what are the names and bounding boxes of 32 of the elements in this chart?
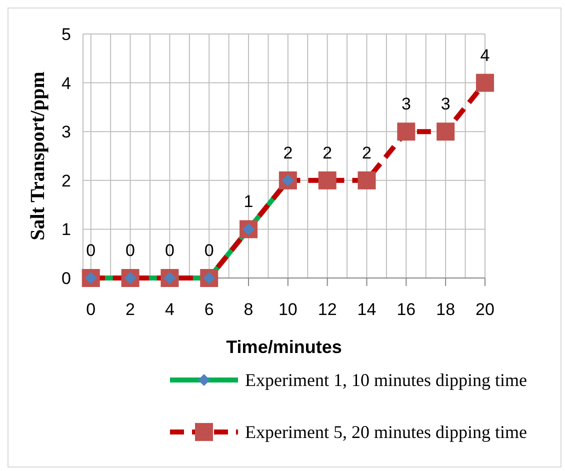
- data-label: 2: [362, 143, 372, 162]
- data-label: 0: [86, 241, 96, 260]
- data-label: 0: [164, 241, 174, 260]
- data-label: 1: [244, 192, 254, 212]
- x-tick-label: 12: [318, 300, 337, 319]
- data-label: 2: [283, 143, 293, 162]
- y-tick-label: 3: [62, 122, 71, 142]
- data-label: 0: [126, 241, 136, 260]
- x-axis-title: Time/minutes: [226, 337, 342, 357]
- legend-label: Experiment 1, 10 minutes dipping time: [245, 370, 527, 390]
- data-label: 3: [401, 94, 411, 114]
- data-label: 2: [322, 143, 332, 162]
- y-tick-label: 1: [62, 220, 71, 240]
- x-tick-label: 2: [126, 300, 136, 319]
- x-tick-label: 6: [204, 300, 214, 319]
- x-tick-label: 18: [436, 300, 456, 319]
- x-tick-label: 10: [278, 300, 298, 319]
- x-tick-label: 16: [396, 300, 416, 319]
- x-tick-label: 0: [86, 300, 96, 319]
- x-tick-label: 4: [164, 300, 174, 319]
- y-tick-label: 5: [62, 25, 71, 44]
- x-tick-label: 14: [357, 300, 376, 319]
- y-axis-title: Salt Transport/ppm: [27, 71, 49, 240]
- data-label: 4: [480, 46, 490, 65]
- x-tick-label: 20: [476, 300, 494, 319]
- data-label: 3: [440, 94, 450, 114]
- y-tick-label: 0: [62, 269, 71, 288]
- y-tick-label: 2: [62, 171, 71, 190]
- y-tick-label: 4: [62, 74, 71, 93]
- legend-label: Experiment 5, 20 minutes dipping time: [245, 422, 527, 442]
- x-tick-label: 8: [244, 300, 254, 319]
- data-label: 0: [204, 241, 214, 260]
